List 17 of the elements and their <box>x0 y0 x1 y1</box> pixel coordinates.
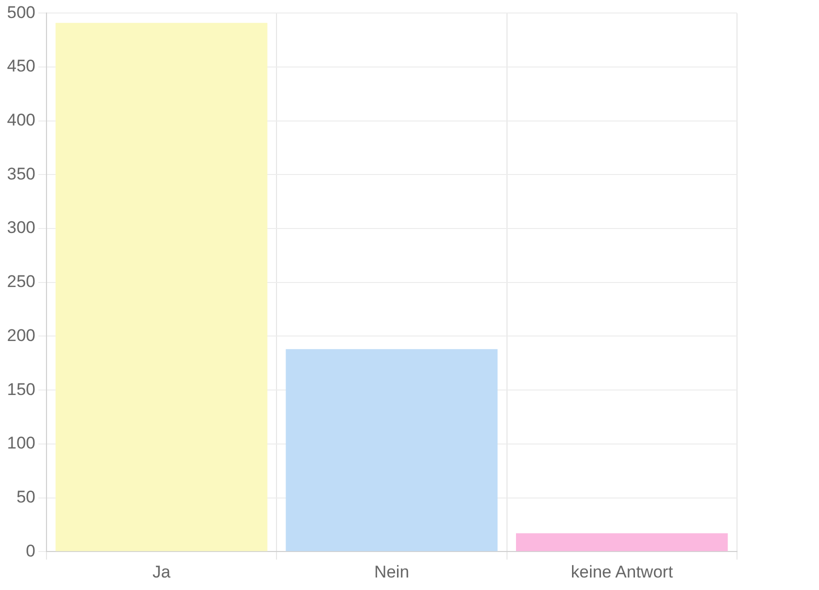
x-tick-label: Ja <box>152 562 171 582</box>
y-tick-label: 250 <box>6 272 36 292</box>
y-tick-label: 500 <box>6 2 36 22</box>
x-tick-label: keine Antwort <box>570 562 674 582</box>
y-tick-label: 150 <box>6 380 36 399</box>
bar <box>516 533 728 552</box>
y-tick-label: 300 <box>6 218 36 238</box>
y-tick-label: 450 <box>6 56 36 76</box>
y-tick-label: 100 <box>6 434 36 453</box>
y-tick-label: 50 <box>16 487 36 506</box>
bar <box>56 22 268 552</box>
bar <box>286 349 498 552</box>
y-tick-label: 350 <box>6 164 36 184</box>
x-tick-label: Nein <box>374 562 410 582</box>
y-tick-label: 400 <box>6 110 36 130</box>
y-tick-label: 0 <box>26 541 36 560</box>
y-tick-label: 200 <box>6 326 36 345</box>
